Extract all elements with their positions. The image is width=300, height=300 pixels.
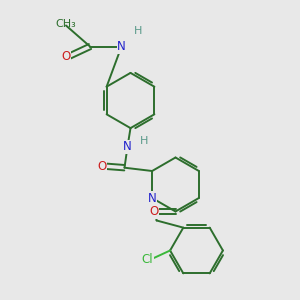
Text: H: H: [140, 136, 148, 146]
Text: O: O: [61, 50, 70, 64]
Text: O: O: [98, 160, 106, 173]
Text: H: H: [134, 26, 142, 37]
Text: CH₃: CH₃: [56, 19, 76, 29]
Text: N: N: [123, 140, 132, 153]
Text: N: N: [148, 191, 157, 205]
Text: Cl: Cl: [142, 253, 153, 266]
Text: N: N: [117, 40, 126, 53]
Text: O: O: [149, 205, 158, 218]
